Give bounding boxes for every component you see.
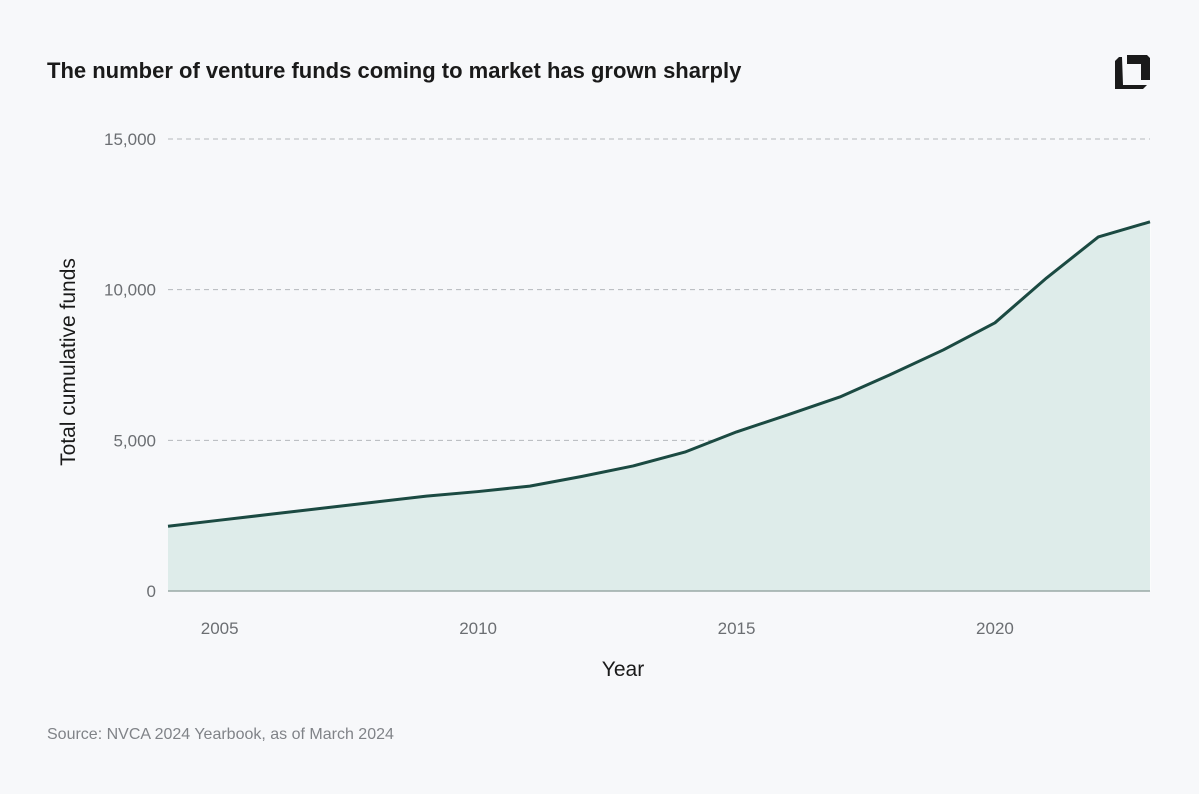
y-tick-label: 15,000 (104, 130, 156, 149)
logo-icon (1115, 55, 1150, 89)
x-axis-label: Year (602, 658, 644, 681)
y-tick-label: 5,000 (113, 431, 156, 450)
y-axis-label: Total cumulative funds (57, 258, 80, 466)
series-line (167, 220, 1151, 528)
x-tick-label: 2005 (201, 619, 239, 638)
x-tick-label: 2010 (459, 619, 497, 638)
area-fill (168, 221, 1150, 591)
y-tick-label: 10,000 (104, 281, 156, 300)
source-note: Source: NVCA 2024 Yearbook, as of March … (47, 726, 394, 743)
y-tick-label: 0 (147, 582, 156, 601)
x-tick-label: 2015 (718, 619, 756, 638)
chart-title: The number of venture funds coming to ma… (47, 58, 742, 83)
x-tick-label: 2020 (976, 619, 1014, 638)
